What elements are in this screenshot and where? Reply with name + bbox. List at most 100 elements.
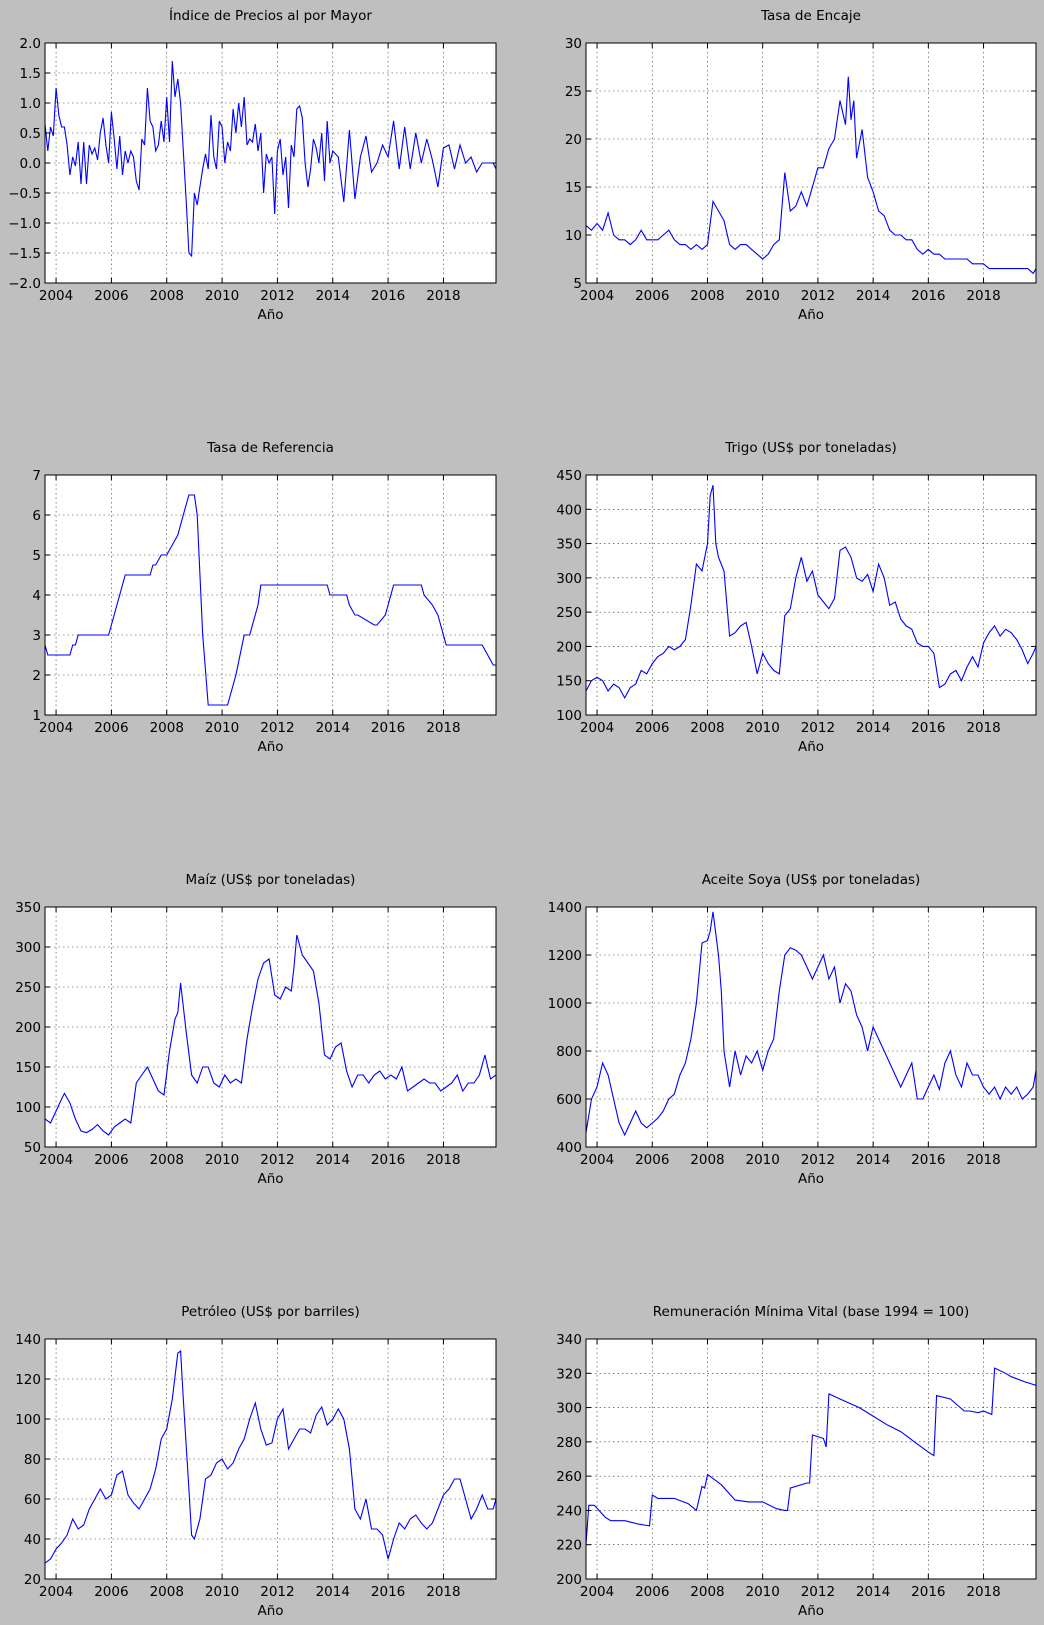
y-tick-label: 25 — [565, 84, 582, 100]
y-tick-label: 15 — [565, 180, 582, 196]
x-tick-label: 2014 — [316, 1152, 350, 1168]
x-tick-label: 2004 — [39, 720, 73, 736]
x-tick-label: 2012 — [801, 288, 835, 304]
y-tick-label: 140 — [15, 1332, 41, 1348]
x-tick-label: 2004 — [39, 288, 73, 304]
x-tick-label: 2016 — [371, 288, 405, 304]
x-tick-label: 2012 — [260, 1584, 294, 1600]
y-tick-label: 50 — [24, 1140, 41, 1156]
x-tick-label: 2014 — [316, 288, 350, 304]
chart-panel-1: 2004 2006 2008 2010 2012 2014 2016 2018 −2.0 −1.5… — [8, 7, 497, 323]
x-tick-label: 2008 — [150, 720, 184, 736]
chart-panel-6: 2004 2006 2008 2010 2012 2014 2016 2018 400 600 80… — [548, 872, 1037, 1187]
x-axis-label: Año — [257, 1171, 283, 1187]
x-tick-label: 2014 — [856, 1152, 890, 1168]
x-tick-label: 2008 — [690, 1152, 724, 1168]
x-axis-label: Año — [257, 1603, 283, 1619]
x-tick-label: 2018 — [966, 288, 1000, 304]
y-tick-label: 120 — [15, 1372, 41, 1388]
y-tick-label: 300 — [556, 1401, 582, 1417]
y-tick-label: 350 — [556, 537, 582, 553]
x-tick-label: 2008 — [150, 1584, 184, 1600]
x-tick-label: 2006 — [94, 288, 128, 304]
x-tick-label: 2016 — [911, 720, 945, 736]
x-tick-label: 2010 — [205, 1152, 239, 1168]
chart-title: Aceite Soya (US$ por toneladas) — [702, 872, 921, 888]
y-tick-label: 1000 — [548, 996, 582, 1012]
y-tick-label: 0.0 — [20, 156, 41, 172]
series-line-1 — [45, 934, 496, 1136]
y-tick-label: 300 — [15, 940, 41, 956]
plot-frame — [585, 1338, 1037, 1580]
x-tick-label: 2014 — [856, 720, 890, 736]
x-tick-label: 2008 — [150, 288, 184, 304]
y-tick-label: −0.5 — [8, 186, 41, 202]
chart-title: Tasa de Encaje — [760, 8, 861, 24]
x-tick-label: 2010 — [746, 288, 780, 304]
x-tick-label: 2012 — [801, 1584, 835, 1600]
x-tick-label: 2014 — [316, 720, 350, 736]
y-tick-label: 200 — [556, 639, 582, 655]
y-tick-label: 30 — [565, 36, 582, 52]
chart-title: Maíz (US$ por toneladas) — [186, 872, 356, 888]
x-tick-label: 2012 — [260, 1152, 294, 1168]
plot-frame — [585, 906, 1037, 1148]
x-tick-label: 2004 — [580, 1584, 614, 1600]
x-tick-label: 2016 — [911, 288, 945, 304]
x-tick-label: 2016 — [371, 1584, 405, 1600]
x-tick-label: 2018 — [966, 1152, 1000, 1168]
x-tick-label: 2018 — [966, 720, 1000, 736]
x-tick-label: 2008 — [690, 1584, 724, 1600]
series-line-1 — [586, 911, 1036, 1137]
x-tick-label: 2006 — [94, 720, 128, 736]
series-line-1 — [586, 1367, 1036, 1545]
y-tick-label: 300 — [556, 571, 582, 587]
y-tick-label: 3 — [32, 628, 41, 644]
chart-title: Índice de Precios al por Mayor — [169, 7, 372, 24]
y-tick-label: 220 — [556, 1538, 582, 1554]
x-tick-label: 2018 — [426, 1584, 460, 1600]
y-tick-label: 600 — [556, 1092, 582, 1108]
plot-frame — [585, 474, 1037, 716]
y-tick-label: 5 — [32, 548, 41, 564]
y-tick-label: 100 — [15, 1412, 41, 1428]
x-tick-label: 2014 — [856, 1584, 890, 1600]
y-tick-label: 2.0 — [20, 36, 41, 52]
x-tick-label: 2010 — [746, 1584, 780, 1600]
x-tick-label: 2006 — [635, 720, 669, 736]
x-tick-label: 2010 — [746, 720, 780, 736]
plot-frame — [585, 42, 1037, 284]
y-tick-label: 0.5 — [20, 126, 41, 142]
x-tick-label: 2018 — [426, 720, 460, 736]
x-tick-label: 2010 — [205, 288, 239, 304]
y-tick-label: 2 — [32, 668, 41, 684]
y-tick-label: 60 — [24, 1492, 41, 1508]
x-tick-label: 2004 — [39, 1584, 73, 1600]
y-tick-label: 1.5 — [20, 66, 41, 82]
series-line-1 — [45, 494, 496, 706]
y-tick-label: 800 — [556, 1044, 582, 1060]
x-tick-label: 2010 — [205, 1584, 239, 1600]
y-tick-label: 450 — [556, 468, 582, 484]
y-tick-label: 400 — [556, 502, 582, 518]
x-axis-label: Año — [257, 307, 283, 323]
plot-area — [586, 475, 1036, 715]
chart-title: Trigo (US$ por toneladas) — [724, 440, 897, 456]
x-tick-label: 2004 — [580, 1152, 614, 1168]
y-tick-label: 20 — [24, 1572, 41, 1588]
x-tick-label: 2016 — [371, 1152, 405, 1168]
series-line-1 — [45, 60, 496, 258]
y-tick-label: 40 — [24, 1532, 41, 1548]
x-axis-label: Año — [798, 1603, 824, 1619]
y-tick-label: 250 — [556, 605, 582, 621]
x-tick-label: 2018 — [966, 1584, 1000, 1600]
x-tick-label: 2016 — [911, 1584, 945, 1600]
chart-panel-7: 2004 2006 2008 2010 2012 2014 2016 2018 20 40 60 80… — [15, 1304, 497, 1619]
y-tick-label: 1 — [32, 708, 41, 724]
y-tick-label: 240 — [556, 1503, 582, 1519]
y-tick-label: 20 — [565, 132, 582, 148]
series-line-1 — [45, 1349, 496, 1564]
plot-area — [586, 43, 1036, 283]
x-axis-label: Año — [798, 307, 824, 323]
